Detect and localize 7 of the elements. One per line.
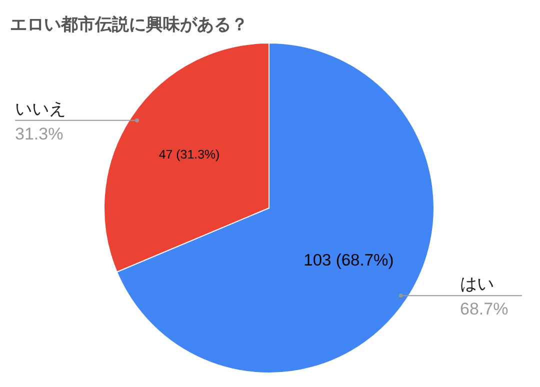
slice-label: はい — [460, 274, 494, 294]
text: 68.7% — [460, 300, 508, 319]
data-label: 103 (68.7%) — [304, 250, 394, 270]
chart-title: エロい都市伝説に興味がある？ — [10, 15, 248, 34]
data-label: 47 (31.3%) — [158, 147, 220, 162]
slice-label: いいえ — [15, 99, 66, 118]
text: 31.3% — [15, 124, 64, 144]
